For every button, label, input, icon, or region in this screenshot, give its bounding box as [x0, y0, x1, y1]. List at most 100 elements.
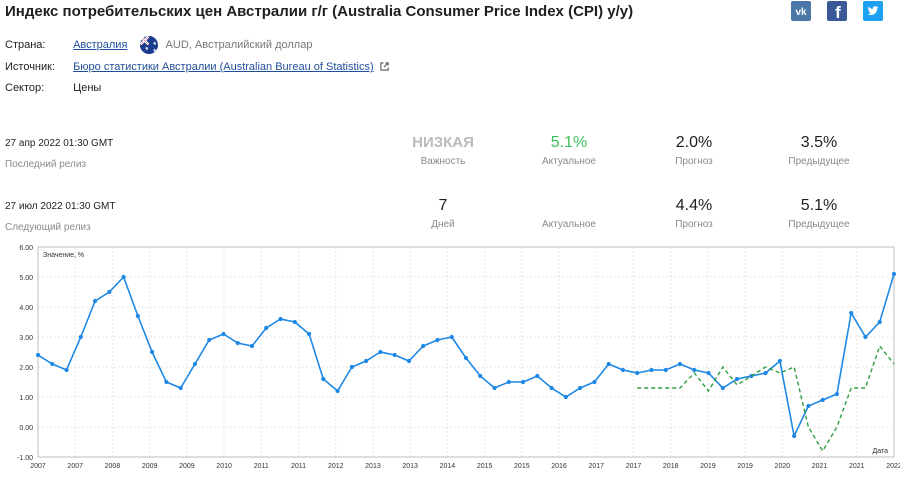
- data-point: [135, 313, 140, 319]
- twitter-icon[interactable]: [863, 1, 883, 21]
- next-actual-caption: Актуальное: [542, 219, 596, 230]
- last-release: 27 апр 2022 01:30 GMT Последний релиз: [5, 138, 113, 170]
- data-point: [78, 334, 83, 340]
- external-link-icon[interactable]: [380, 62, 389, 74]
- vk-icon[interactable]: vk: [791, 1, 811, 21]
- y-tick-label: 4.00: [19, 305, 33, 312]
- data-point: [421, 343, 426, 349]
- data-point: [392, 352, 397, 358]
- x-tick-label: 2013: [402, 463, 418, 470]
- data-point: [535, 373, 540, 379]
- data-point: [720, 385, 725, 391]
- days-caption: Дней: [431, 219, 455, 230]
- series-line: [37, 273, 895, 439]
- facebook-icon[interactable]: f: [827, 1, 847, 21]
- next-forecast-value: 4.4%: [675, 197, 713, 214]
- data-point: [321, 376, 326, 382]
- x-tick-label: 2019: [737, 463, 753, 470]
- x-tick-label: 2013: [365, 463, 381, 470]
- importance-stat: НИЗКАЯ Важность: [383, 134, 503, 167]
- page-title: Индекс потребительских цен Австралии г/г…: [5, 3, 634, 20]
- next-forecast-caption: Прогноз: [675, 219, 713, 230]
- data-point: [706, 370, 711, 376]
- x-tick-label: 2012: [328, 463, 344, 470]
- data-point: [763, 370, 768, 376]
- y-tick-label: 2.00: [19, 365, 33, 372]
- data-point: [520, 379, 526, 385]
- y-axis-label: Значение, %: [43, 252, 84, 259]
- forecast-stat: 2.0% Прогноз: [634, 134, 754, 167]
- sector-label: Сектор:: [5, 82, 45, 94]
- x-tick-label: 2022: [886, 463, 900, 470]
- y-tick-label: -1.00: [17, 455, 33, 462]
- x-tick-label: 2020: [775, 463, 791, 470]
- x-axis-label: Дата: [872, 448, 888, 455]
- y-tick-label: 0.00: [19, 425, 33, 432]
- data-point: [207, 337, 212, 343]
- data-point: [306, 331, 312, 337]
- last-release-caption: Последний релиз: [5, 159, 87, 170]
- data-point: [677, 361, 683, 367]
- currency-label: AUD, Австралийский доллар: [165, 38, 313, 51]
- data-point: [364, 358, 369, 364]
- data-point: [792, 433, 797, 439]
- previous-value: 3.5%: [800, 134, 838, 151]
- data-point: [150, 349, 155, 355]
- data-point: [863, 334, 868, 340]
- next-release-date: 27 июл 2022 01:30 GMT: [5, 201, 116, 212]
- y-tick-label: 3.00: [19, 335, 33, 342]
- sector-value: Цены: [73, 82, 102, 94]
- data-point: [877, 319, 882, 325]
- country-link[interactable]: Австралия: [73, 38, 128, 51]
- data-point: [592, 379, 597, 385]
- data-point: [649, 367, 654, 373]
- source-link[interactable]: Бюро статистики Австралии (Australian Bu…: [73, 61, 374, 73]
- next-release-caption: Следующий релиз: [5, 222, 91, 233]
- series-line: [637, 344, 895, 453]
- y-tick-label: 1.00: [19, 395, 33, 402]
- x-tick-label: 2010: [216, 463, 232, 470]
- x-tick-label: 2015: [477, 463, 493, 470]
- australia-flag-icon: ★ ★ ★: [140, 36, 159, 54]
- series-solid: [35, 271, 897, 439]
- chart-grid: [37, 246, 895, 458]
- x-tick-label: 2021: [849, 463, 865, 470]
- x-axis: 2007 2007 2008 2009 2009 2010 2011 2011 2012 2013…: [30, 463, 900, 470]
- data-point: [463, 355, 469, 361]
- data-point: [549, 385, 554, 391]
- forecast-value: 2.0%: [675, 134, 713, 151]
- x-tick-label: 2009: [142, 463, 158, 470]
- svg-text:f: f: [835, 3, 841, 21]
- data-point: [563, 394, 568, 400]
- x-tick-label: 2017: [588, 463, 604, 470]
- x-tick-label: 2017: [626, 463, 642, 470]
- importance-value: НИЗКАЯ: [412, 134, 474, 151]
- data-point: [449, 334, 454, 340]
- sector-row: Сектор: Цены: [5, 82, 101, 94]
- data-point: [50, 361, 55, 367]
- data-point: [278, 316, 283, 322]
- x-tick-label: 2018: [663, 463, 679, 470]
- data-point: [292, 319, 297, 325]
- actual-stat: 5.1% Актуальное: [509, 134, 629, 167]
- plot-frame: [37, 246, 895, 458]
- next-forecast-stat: 4.4% Прогноз: [634, 197, 754, 230]
- data-point: [663, 367, 668, 373]
- next-actual-value: [509, 197, 629, 215]
- next-actual-stat: Актуальное: [509, 197, 629, 230]
- previous-stat: 3.5% Предыдущее: [759, 134, 879, 167]
- data-point: [820, 397, 825, 403]
- data-point: [435, 337, 440, 343]
- data-point: [806, 403, 811, 409]
- data-point: [620, 367, 626, 373]
- actual-value: 5.1%: [550, 134, 588, 151]
- next-previous-caption: Предыдущее: [788, 219, 850, 230]
- data-point: [734, 376, 740, 382]
- data-point: [578, 385, 583, 391]
- cpi-chart[interactable]: 6.005.004.003.002.001.000.00-1.00 2007 20…: [0, 240, 900, 479]
- data-point: [249, 343, 255, 349]
- x-tick-label: 2019: [700, 463, 716, 470]
- y-axis: 6.00 5.00 4.00 3.00 2.00 1.00 0.00 -1.00: [17, 245, 33, 462]
- source-row: Источник: Бюро статистики Австралии (Aus…: [5, 61, 389, 74]
- data-point: [692, 367, 697, 373]
